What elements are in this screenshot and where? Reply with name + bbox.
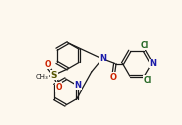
Text: N: N [74, 81, 81, 90]
Text: O: O [55, 83, 62, 92]
Text: CH₃: CH₃ [36, 74, 49, 80]
Text: N: N [149, 59, 156, 68]
Text: Cl: Cl [143, 76, 152, 84]
Text: O: O [110, 73, 117, 82]
Text: N: N [99, 54, 106, 63]
Text: S: S [51, 70, 57, 80]
Text: Cl: Cl [140, 41, 149, 50]
Text: S: S [39, 74, 42, 80]
Text: O: O [45, 60, 51, 69]
